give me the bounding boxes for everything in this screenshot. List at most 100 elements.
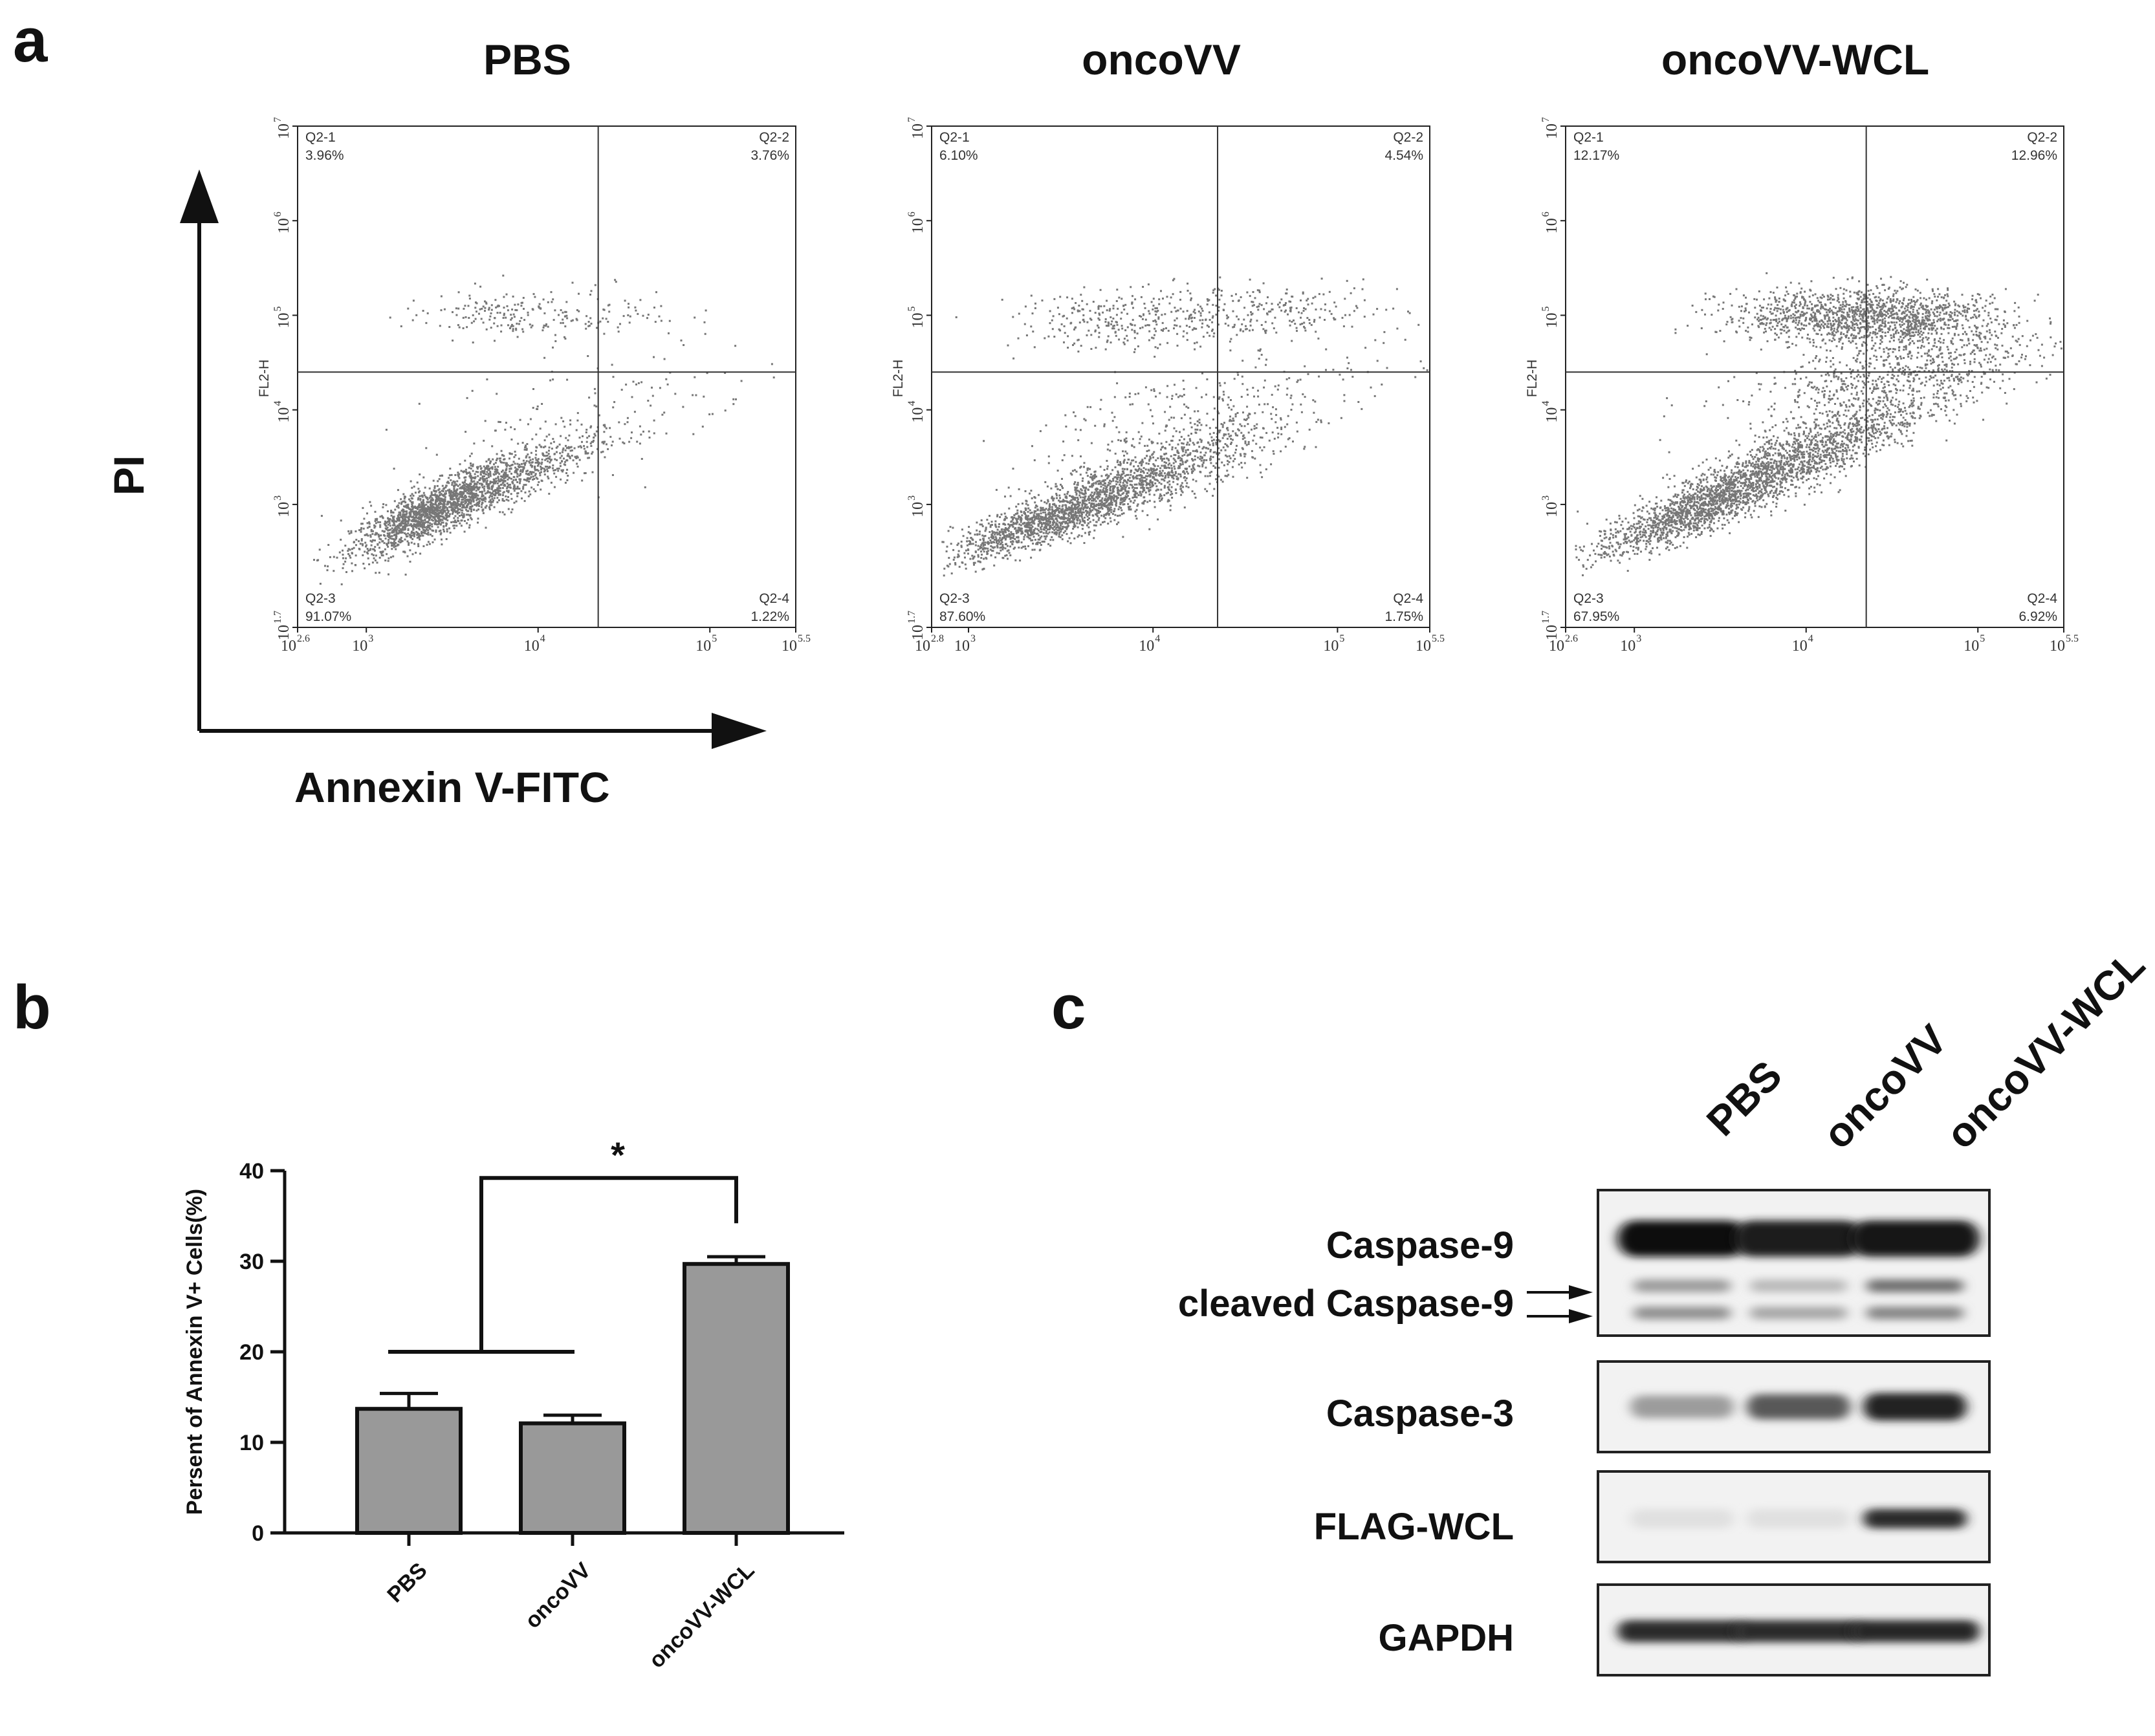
event-dot — [1110, 508, 1113, 511]
event-dot — [459, 508, 461, 510]
event-dot — [1049, 506, 1051, 508]
event-dot — [1185, 485, 1188, 488]
event-dot — [1064, 504, 1067, 506]
event-dot — [411, 519, 414, 521]
event-dot — [1179, 473, 1182, 475]
event-dot — [565, 314, 568, 317]
event-dot — [469, 499, 472, 501]
event-dot — [391, 531, 393, 534]
event-dot — [505, 495, 507, 497]
event-dot — [453, 501, 455, 503]
event-dot — [535, 459, 538, 461]
event-dot — [1040, 517, 1042, 520]
event-dot — [593, 439, 595, 442]
event-dot — [397, 489, 399, 492]
event-dot — [1061, 510, 1064, 513]
event-dot — [991, 550, 994, 552]
event-dot — [1240, 455, 1242, 457]
event-dot — [1304, 396, 1306, 398]
event-dot — [1149, 486, 1152, 489]
event-dot — [1229, 457, 1232, 460]
event-dot — [450, 509, 453, 512]
event-dot — [423, 494, 426, 497]
event-dot — [1048, 531, 1051, 534]
event-dot — [665, 432, 668, 435]
event-dot — [1025, 500, 1028, 503]
event-dot — [517, 442, 520, 445]
event-dot — [1177, 478, 1179, 481]
event-dot — [491, 495, 494, 497]
event-dot — [570, 446, 573, 448]
event-dot — [1044, 528, 1045, 531]
event-dot — [1132, 438, 1134, 440]
event-dot — [355, 544, 357, 547]
event-dot — [990, 534, 993, 536]
event-dot — [1185, 451, 1187, 454]
event-dot — [405, 505, 408, 507]
event-dot — [446, 528, 448, 530]
event-dot — [1207, 475, 1209, 477]
event-dot — [1180, 484, 1183, 486]
event-dot — [1089, 310, 1091, 312]
event-dot — [439, 533, 442, 536]
event-dot — [1192, 464, 1194, 467]
event-dot — [1173, 327, 1175, 330]
event-dot — [407, 307, 410, 310]
event-dot — [476, 501, 479, 504]
event-dot — [1055, 533, 1058, 536]
event-dot — [594, 434, 596, 437]
event-dot — [373, 526, 376, 529]
event-dot — [1044, 481, 1047, 483]
event-dot — [615, 281, 617, 283]
event-dot — [530, 476, 532, 479]
event-dot — [512, 482, 514, 484]
event-dot — [463, 530, 466, 533]
event-dot — [490, 312, 492, 314]
event-dot — [1120, 475, 1122, 477]
event-dot — [1050, 487, 1053, 490]
event-dot — [1007, 545, 1009, 547]
event-dot — [1160, 474, 1163, 477]
event-dot — [703, 321, 706, 323]
event-dot — [1031, 539, 1034, 541]
event-dot — [472, 465, 474, 468]
event-dot — [406, 516, 409, 519]
event-dot — [499, 457, 501, 460]
event-dot — [492, 501, 494, 503]
event-dot — [430, 504, 432, 506]
event-dot — [1036, 528, 1039, 530]
event-dot — [1146, 475, 1148, 477]
event-dot — [1040, 525, 1043, 528]
event-dot — [1048, 508, 1051, 510]
event-dot — [514, 309, 517, 311]
event-dot — [503, 459, 505, 461]
event-dot — [1071, 501, 1074, 504]
event-dot — [1065, 507, 1067, 510]
event-dot — [1084, 521, 1086, 524]
event-dot — [488, 484, 490, 487]
event-dot — [463, 471, 465, 473]
event-dot — [519, 320, 521, 322]
event-dot — [1101, 497, 1104, 499]
event-dot — [489, 499, 492, 501]
event-dot — [1062, 532, 1065, 534]
event-dot — [1201, 465, 1204, 468]
event-dot — [1232, 475, 1234, 478]
event-dot — [547, 325, 549, 328]
event-dot — [1008, 535, 1011, 537]
event-dot — [399, 511, 402, 514]
event-dot — [1018, 526, 1020, 529]
event-dot — [475, 490, 477, 492]
event-dot — [1098, 517, 1100, 519]
event-dot — [1163, 466, 1166, 469]
event-dot — [520, 473, 522, 475]
event-dot — [547, 470, 549, 473]
event-dot — [964, 556, 966, 559]
event-dot — [435, 490, 437, 492]
event-dot — [1072, 518, 1075, 521]
event-dot — [497, 466, 499, 468]
event-dot — [1110, 480, 1113, 483]
y-tick-base: 10 — [276, 218, 292, 233]
event-dot — [995, 539, 998, 541]
event-dot — [1180, 457, 1183, 460]
